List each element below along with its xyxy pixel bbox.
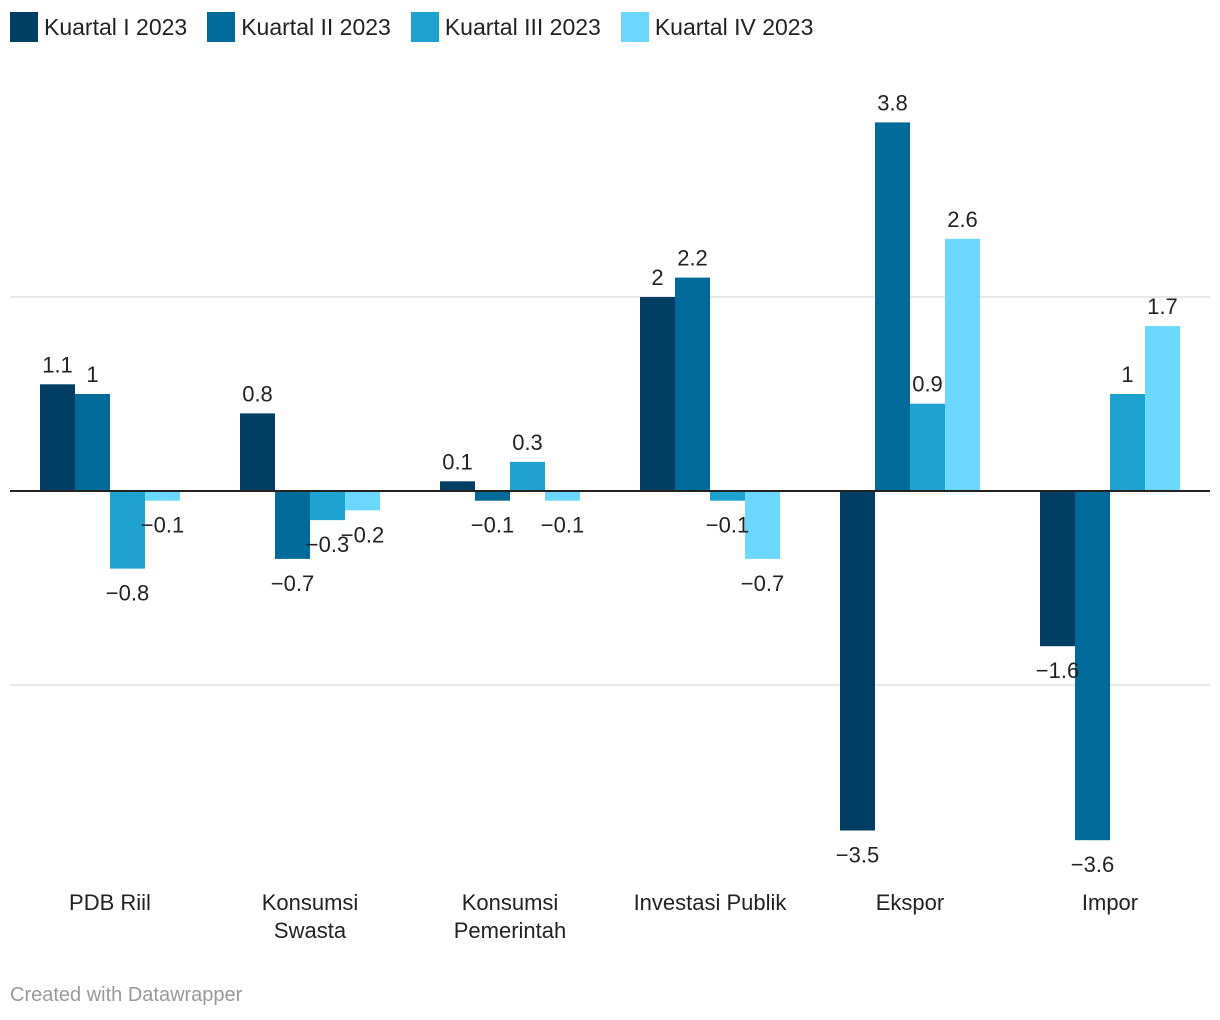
bar-2-2: [275, 491, 310, 559]
data-label: 2.2: [677, 246, 708, 271]
bar-3-4: [710, 491, 745, 501]
data-label: −0.8: [106, 581, 149, 606]
legend-swatch-q1: [10, 12, 38, 42]
data-label: −3.5: [836, 843, 879, 868]
category-label: Investasi Publik: [634, 890, 788, 915]
legend-label-q1: Kuartal I 2023: [44, 13, 188, 40]
legend-item-q2: Kuartal II 2023: [207, 12, 391, 42]
data-label: −0.2: [341, 522, 384, 547]
legend-swatch-q2: [207, 12, 236, 42]
data-label: 1.1: [42, 352, 73, 377]
category-label: Impor: [1082, 890, 1138, 915]
data-label: −0.1: [706, 513, 749, 538]
bar-1-3: [440, 481, 475, 491]
category-label: Ekspor: [876, 890, 944, 915]
bar-2-3: [475, 491, 510, 501]
data-label: 0.3: [512, 430, 543, 455]
data-label: 0.8: [242, 381, 273, 406]
bar-2-4: [675, 277, 710, 491]
category-label: Konsumsi: [462, 890, 559, 915]
legend-item-q3: Kuartal III 2023: [410, 12, 601, 42]
data-label: 3.8: [877, 90, 908, 115]
data-label: 1: [86, 362, 98, 387]
data-label: 2: [651, 265, 663, 290]
data-label: −0.1: [471, 513, 514, 538]
category-label: Konsumsi: [262, 890, 359, 915]
bar-1-2: [240, 413, 275, 491]
bar-4-5: [945, 238, 980, 491]
legend-label-q4: Kuartal IV 2023: [654, 13, 814, 40]
footer-credit: Created with Datawrapper: [10, 984, 243, 1006]
data-label: 0.9: [912, 372, 943, 397]
legend-label-q3: Kuartal III 2023: [444, 13, 601, 40]
category-label: Pemerintah: [454, 918, 567, 943]
data-label: −0.7: [741, 571, 784, 596]
bar-1-5: [840, 491, 875, 831]
legend-swatch-q4: [620, 12, 649, 42]
data-label: −0.7: [271, 571, 314, 596]
bar-4-1: [145, 491, 180, 501]
bar-3-1: [110, 491, 145, 569]
bar-4-6: [1145, 326, 1180, 491]
bar-1-6: [1040, 491, 1075, 647]
bar-2-5: [875, 122, 910, 492]
bar-3-2: [310, 491, 345, 521]
bar-3-3: [510, 461, 545, 491]
data-label: −0.1: [141, 513, 184, 538]
data-label: 1.7: [1147, 294, 1178, 319]
data-label: 2.6: [947, 207, 978, 232]
legend-item-q4: Kuartal IV 2023: [620, 12, 814, 42]
bar-1-4: [640, 297, 675, 491]
data-label: −3.6: [1071, 852, 1114, 877]
legend: Kuartal I 2023 Kuartal II 2023 Kuartal I…: [10, 10, 833, 44]
legend-item-q1: Kuartal I 2023: [10, 12, 187, 42]
legend-label-q2: Kuartal II 2023: [241, 13, 391, 40]
data-label: −0.3: [306, 532, 349, 557]
bar-2-6: [1075, 491, 1110, 841]
legend-swatch-q3: [410, 12, 439, 42]
category-label: Swasta: [274, 918, 347, 943]
bar-1-1: [40, 384, 75, 491]
bar-3-5: [910, 403, 945, 491]
data-label: −0.1: [541, 513, 584, 538]
bar-3-6: [1110, 394, 1145, 491]
bar-2-1: [75, 394, 110, 491]
data-label: 0.1: [442, 449, 473, 474]
data-label: −1.6: [1036, 658, 1079, 683]
bar-4-4: [745, 491, 780, 559]
category-label: PDB Riil: [69, 890, 151, 915]
bar-4-3: [545, 491, 580, 501]
data-label: 1: [1121, 362, 1133, 387]
bar-4-2: [345, 491, 380, 511]
